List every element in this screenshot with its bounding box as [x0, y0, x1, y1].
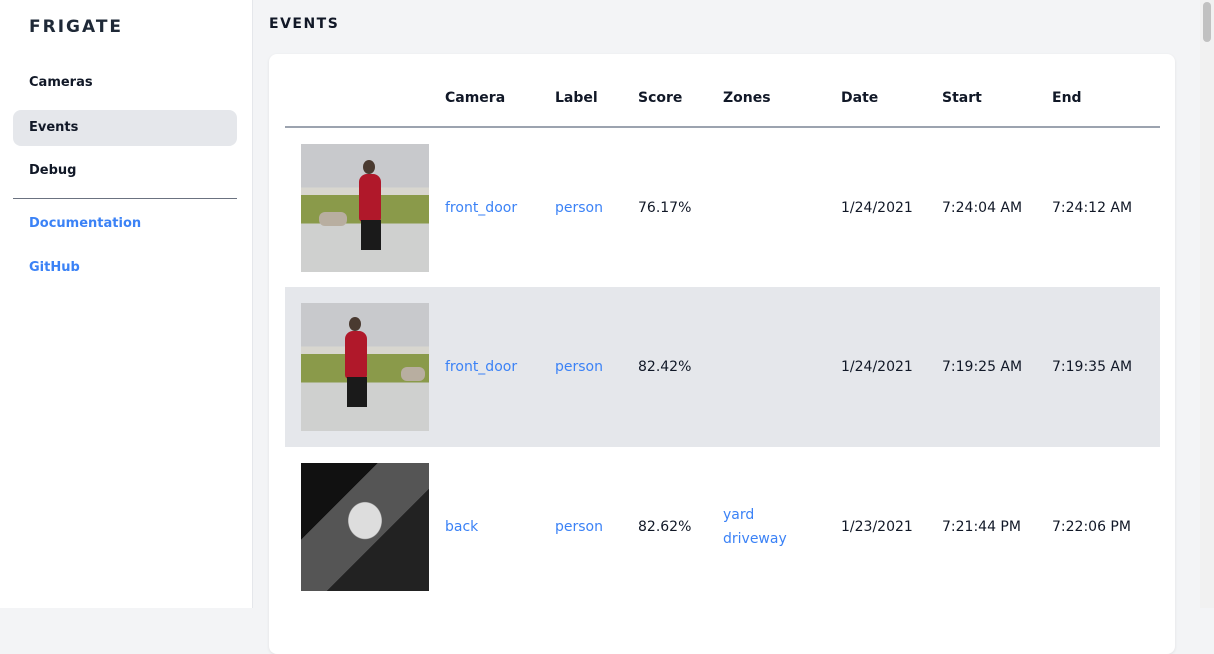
events-card: Camera Label Score Zones Date Start End …	[269, 54, 1175, 654]
event-label-link[interactable]: person	[555, 287, 638, 447]
header-score: Score	[638, 70, 723, 128]
event-start: 7:21:44 PM	[942, 519, 1021, 535]
event-label-link[interactable]: person	[555, 519, 603, 535]
event-label-link[interactable]: person	[555, 199, 603, 216]
table-row[interactable]: front_door person 82.42% 1/24/2021 7:19:…	[285, 287, 1160, 447]
event-camera-link[interactable]: front_door	[445, 287, 555, 447]
brand-logo[interactable]: FRIGATE	[29, 17, 124, 37]
event-thumbnail[interactable]	[301, 303, 429, 431]
sidebar: FRIGATE Cameras Events Debug Documentati…	[0, 0, 253, 608]
event-score: 82.42%	[638, 287, 723, 447]
event-score: 82.62%	[638, 519, 692, 535]
header-date: Date	[841, 70, 942, 128]
events-table: Camera Label Score Zones Date Start End …	[285, 70, 1160, 607]
header-end: End	[1052, 70, 1160, 128]
scrollbar-thumb[interactable]	[1203, 2, 1211, 42]
sidebar-divider	[13, 198, 237, 199]
event-end: 7:24:12 AM	[1052, 199, 1133, 216]
header-start: Start	[942, 70, 1052, 128]
table-row[interactable]: front_door person 76.17% 1/24/2021 7:24:…	[285, 127, 1160, 287]
header-zones: Zones	[723, 70, 841, 128]
event-thumbnail[interactable]	[301, 463, 429, 591]
header-thumbnail	[285, 70, 445, 128]
zone-link[interactable]: driveway	[723, 531, 787, 547]
sidebar-item-debug[interactable]: Debug	[29, 163, 77, 178]
event-start: 7:19:25 AM	[942, 287, 1052, 447]
event-camera-link[interactable]: back	[445, 519, 479, 535]
page-title: EVENTS	[269, 16, 340, 32]
event-end: 7:19:35 AM	[1052, 287, 1160, 447]
table-row[interactable]: back person 82.62% yard driveway 1/23/202…	[285, 447, 1160, 607]
event-date: 1/24/2021	[841, 199, 913, 216]
event-thumbnail[interactable]	[301, 143, 429, 272]
event-start: 7:24:04 AM	[942, 199, 1023, 216]
zone-link[interactable]: yard	[723, 507, 755, 523]
event-score: 76.17%	[638, 199, 692, 216]
event-camera-link[interactable]: front_door	[445, 199, 518, 216]
event-date: 1/23/2021	[841, 519, 913, 535]
sidebar-item-events[interactable]: Events	[13, 110, 237, 146]
event-end: 7:22:06 PM	[1052, 519, 1131, 535]
header-label: Label	[555, 70, 638, 128]
sidebar-link-github[interactable]: GitHub	[29, 260, 80, 275]
scrollbar[interactable]	[1200, 0, 1214, 608]
header-camera: Camera	[445, 70, 555, 128]
sidebar-item-cameras[interactable]: Cameras	[29, 75, 93, 90]
sidebar-link-documentation[interactable]: Documentation	[29, 216, 142, 231]
event-date: 1/24/2021	[841, 287, 942, 447]
